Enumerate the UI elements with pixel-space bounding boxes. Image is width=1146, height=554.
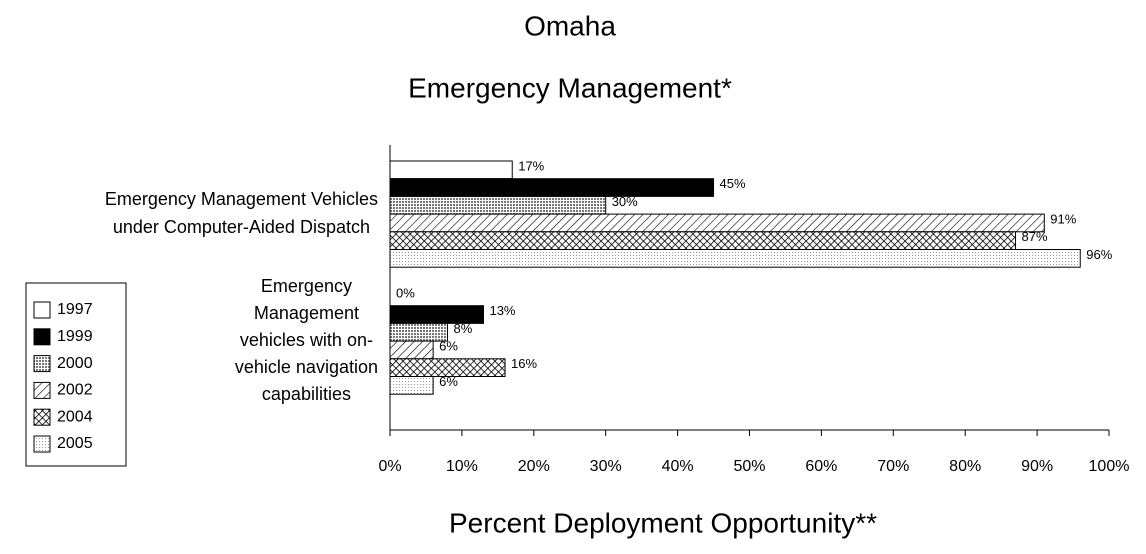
value-label: 16% <box>511 356 537 371</box>
legend-swatch <box>33 408 51 426</box>
x-tick-label: 100% <box>1089 458 1130 475</box>
x-tick-label: 10% <box>446 458 478 475</box>
value-label: 13% <box>489 303 515 318</box>
value-label: 0% <box>396 285 415 300</box>
x-tick-label: 60% <box>805 458 837 475</box>
legend-label: 2000 <box>57 355 93 372</box>
bar <box>389 178 715 197</box>
x-axis-label: Percent Deployment Opportunity** <box>449 507 877 538</box>
x-tick-label: 50% <box>733 458 765 475</box>
legend-swatch <box>33 381 51 399</box>
legend-label: 1997 <box>57 301 93 318</box>
category-label: Emergency Management Vehicles <box>105 189 378 209</box>
bar <box>389 249 1081 268</box>
value-label: 8% <box>454 321 473 336</box>
x-tick-label: 40% <box>662 458 694 475</box>
value-label: 91% <box>1050 212 1076 227</box>
legend-label: 2005 <box>57 435 93 452</box>
value-label: 87% <box>1022 229 1048 244</box>
bar <box>389 231 1017 251</box>
category-label: Emergency <box>261 276 352 296</box>
legend-label: 2004 <box>57 408 93 425</box>
category-label: Management <box>254 303 359 323</box>
bar <box>389 160 513 180</box>
x-tick-label: 30% <box>590 458 622 475</box>
category-label: capabilities <box>262 384 351 404</box>
bar <box>389 358 506 377</box>
x-tick-label: 80% <box>949 458 981 475</box>
value-label: 17% <box>518 158 544 173</box>
value-label: 45% <box>720 176 746 191</box>
legend-swatch <box>33 355 51 373</box>
legend-swatch <box>33 328 51 346</box>
value-label: 6% <box>439 339 458 354</box>
value-label: 30% <box>612 194 638 209</box>
chart-title: Omaha <box>524 10 616 41</box>
chart-subtitle: Emergency Management* <box>408 72 732 103</box>
category-label: vehicles with on- <box>240 330 373 350</box>
x-tick-label: 70% <box>877 458 909 475</box>
value-label: 96% <box>1086 247 1112 262</box>
value-label: 6% <box>439 374 458 389</box>
x-tick-label: 90% <box>1021 458 1053 475</box>
legend-swatch <box>33 301 51 319</box>
bar <box>389 376 434 395</box>
bar <box>389 213 1045 233</box>
category-label: vehicle navigation <box>235 357 378 377</box>
bar <box>389 195 607 215</box>
x-tick-label: 0% <box>378 458 401 475</box>
bar <box>389 340 434 360</box>
x-tick-label: 20% <box>518 458 550 475</box>
legend-swatch <box>33 435 51 453</box>
legend-label: 2002 <box>57 382 93 399</box>
category-label: under Computer-Aided Dispatch <box>113 217 370 237</box>
legend-label: 1999 <box>57 328 93 345</box>
